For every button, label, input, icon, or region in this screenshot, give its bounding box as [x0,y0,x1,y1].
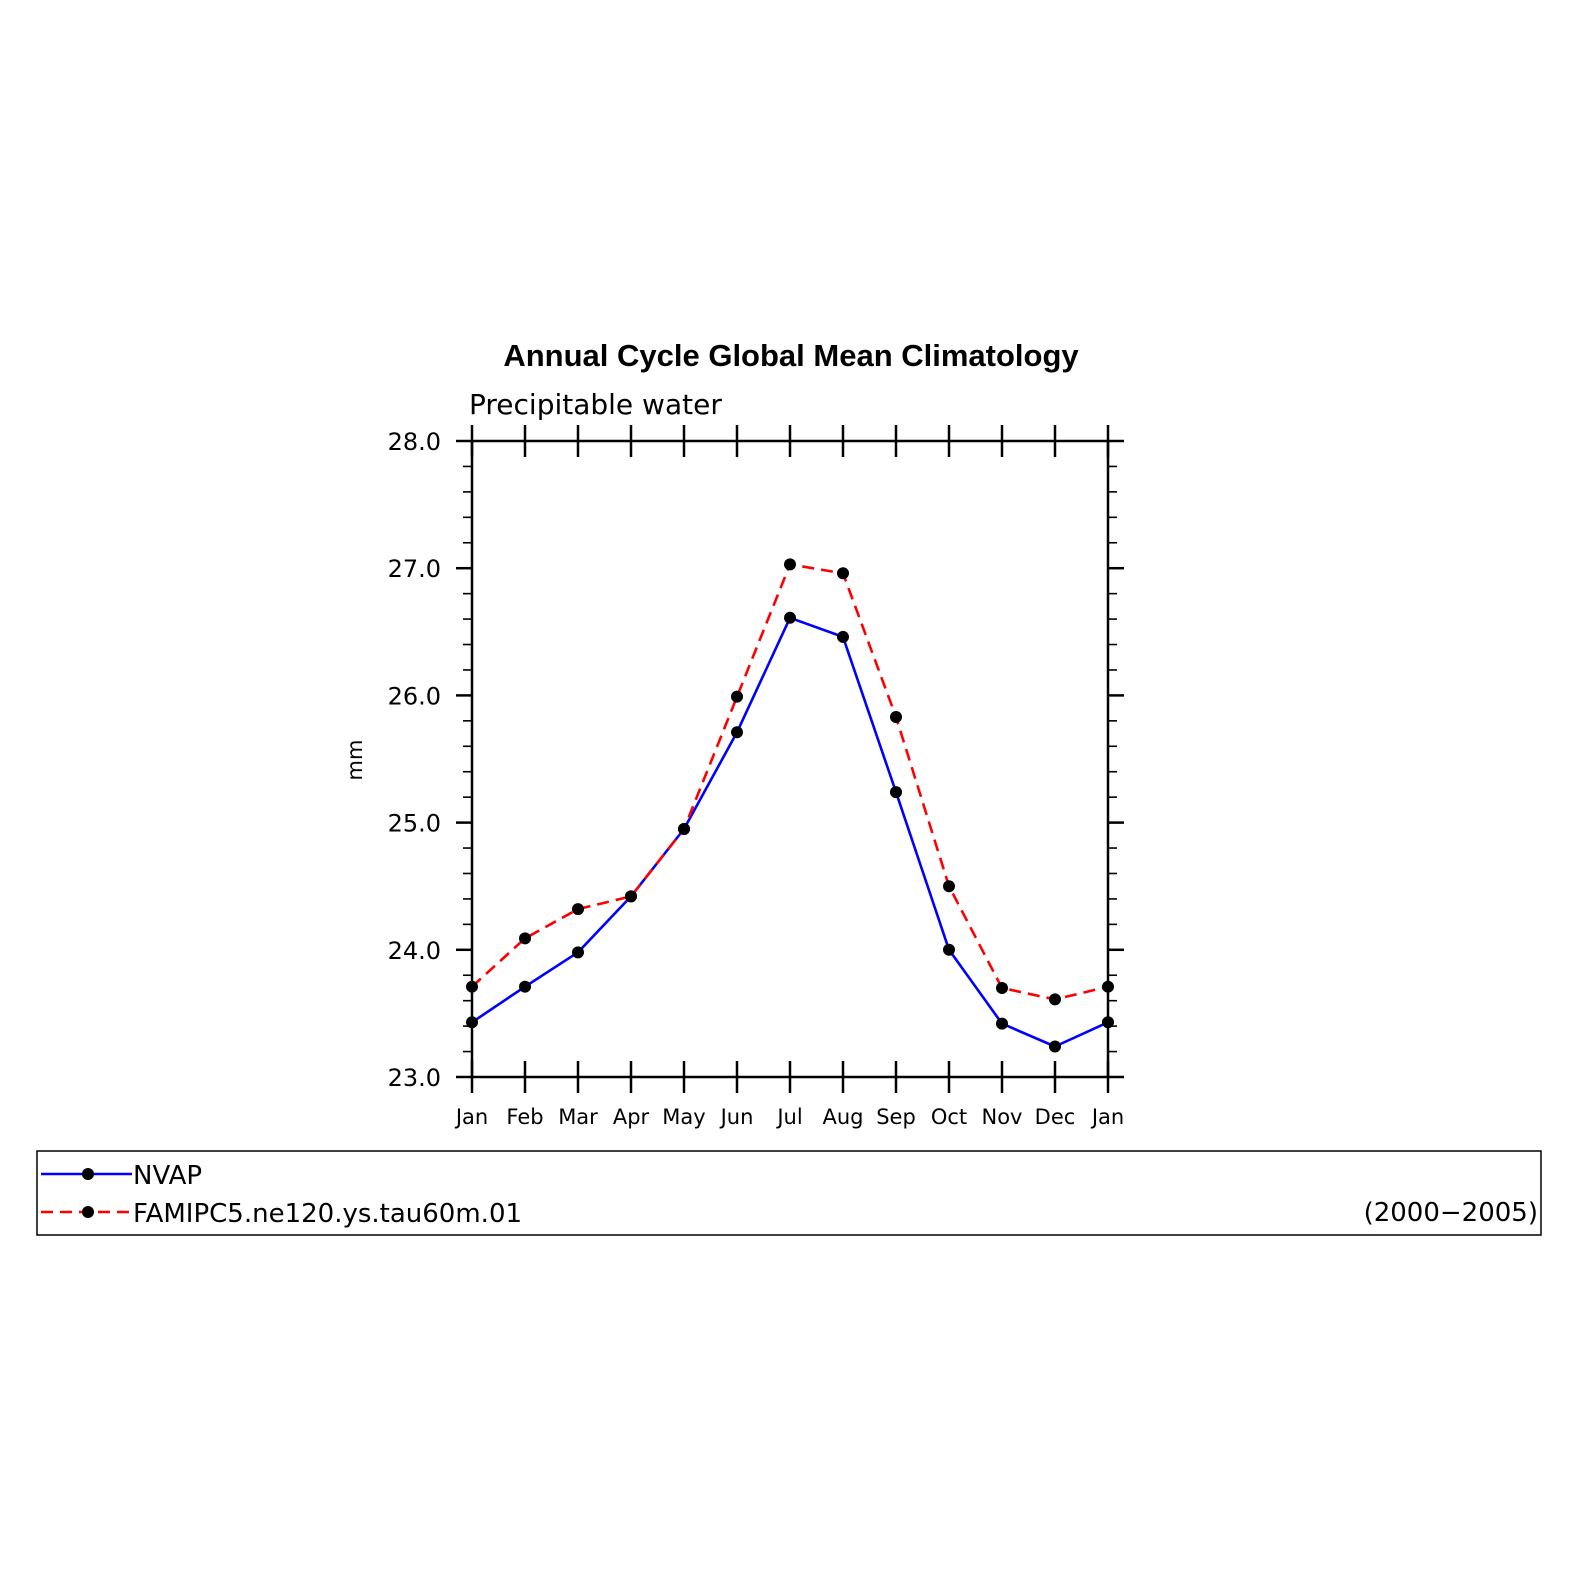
x-tick-label: Jul [775,1105,802,1129]
x-tick-label: May [662,1105,705,1129]
x-tick-label: Dec [1035,1105,1076,1129]
y-axis-label: mm [343,740,367,781]
y-tick-label: 24.0 [388,937,441,965]
series-2-point [519,932,531,945]
x-tick-label: Nov [982,1105,1023,1129]
series-1-point [1102,1016,1114,1029]
series-2-point [837,567,849,580]
x-tick-label: Feb [506,1105,543,1129]
legend-label-2: FAMIPC5.ne120.ys.tau60m.01 [133,1199,522,1229]
series-2-point [890,711,902,724]
y-tick-label: 28.0 [388,428,441,456]
x-tick-label: Oct [931,1105,967,1129]
series-2-point [1102,980,1114,993]
x-tick-label: Mar [558,1105,598,1129]
legend-period: (2000−2005) [1364,1198,1538,1228]
y-tick-label: 26.0 [388,682,441,710]
series-1-point [572,946,584,959]
x-tick-label: Sep [876,1105,916,1129]
x-tick-label: Apr [613,1105,650,1129]
series-1-point [519,980,531,993]
series-1-point [784,611,796,624]
series-1-point [943,943,955,956]
series-1-point [731,726,743,739]
legend-marker-2 [82,1206,94,1218]
legend: (2000−2005) NVAP FAMIPC5.ne120.ys.tau60m.… [36,1150,1542,1236]
series-1-point [1049,1040,1061,1053]
series-2-point [731,690,743,703]
series-2-point [784,558,796,571]
series-2-point [572,903,584,916]
series-2-point [943,880,955,893]
plot-series [466,558,1114,1053]
chart-title: Annual Cycle Global Mean Climatology [503,338,1079,373]
chart-subtitle: Precipitable water [469,388,722,421]
series-2-point [678,822,690,835]
series-2-point [1049,993,1061,1006]
series-2-point [996,981,1008,994]
legend-label-1: NVAP [133,1161,202,1191]
x-tick-label: Jun [719,1105,754,1129]
legend-marker-1 [82,1168,94,1180]
series-2-point [625,890,637,903]
series-1-point [890,786,902,799]
series-1-point [466,1016,478,1029]
plot-axes: 23.0 24.0 25.0 26.0 27.0 28.0 Jan Feb Mar Apr May J… [388,425,1124,1129]
x-tick-label: Jan [1090,1105,1124,1129]
series-2-point [466,980,478,993]
y-tick-label: 27.0 [388,555,441,583]
x-tick-label: Aug [822,1105,863,1129]
y-tick-label: 25.0 [388,810,441,838]
x-tick-label: Jan [454,1105,488,1129]
plot-frame [470,439,1110,1079]
series-line-1 [471,616,1109,1048]
series-line-2 [471,563,1109,1001]
series-1-point [837,630,849,643]
y-tick-label: 23.0 [388,1064,441,1092]
legend-box [36,1150,1542,1236]
series-1-point [996,1017,1008,1030]
